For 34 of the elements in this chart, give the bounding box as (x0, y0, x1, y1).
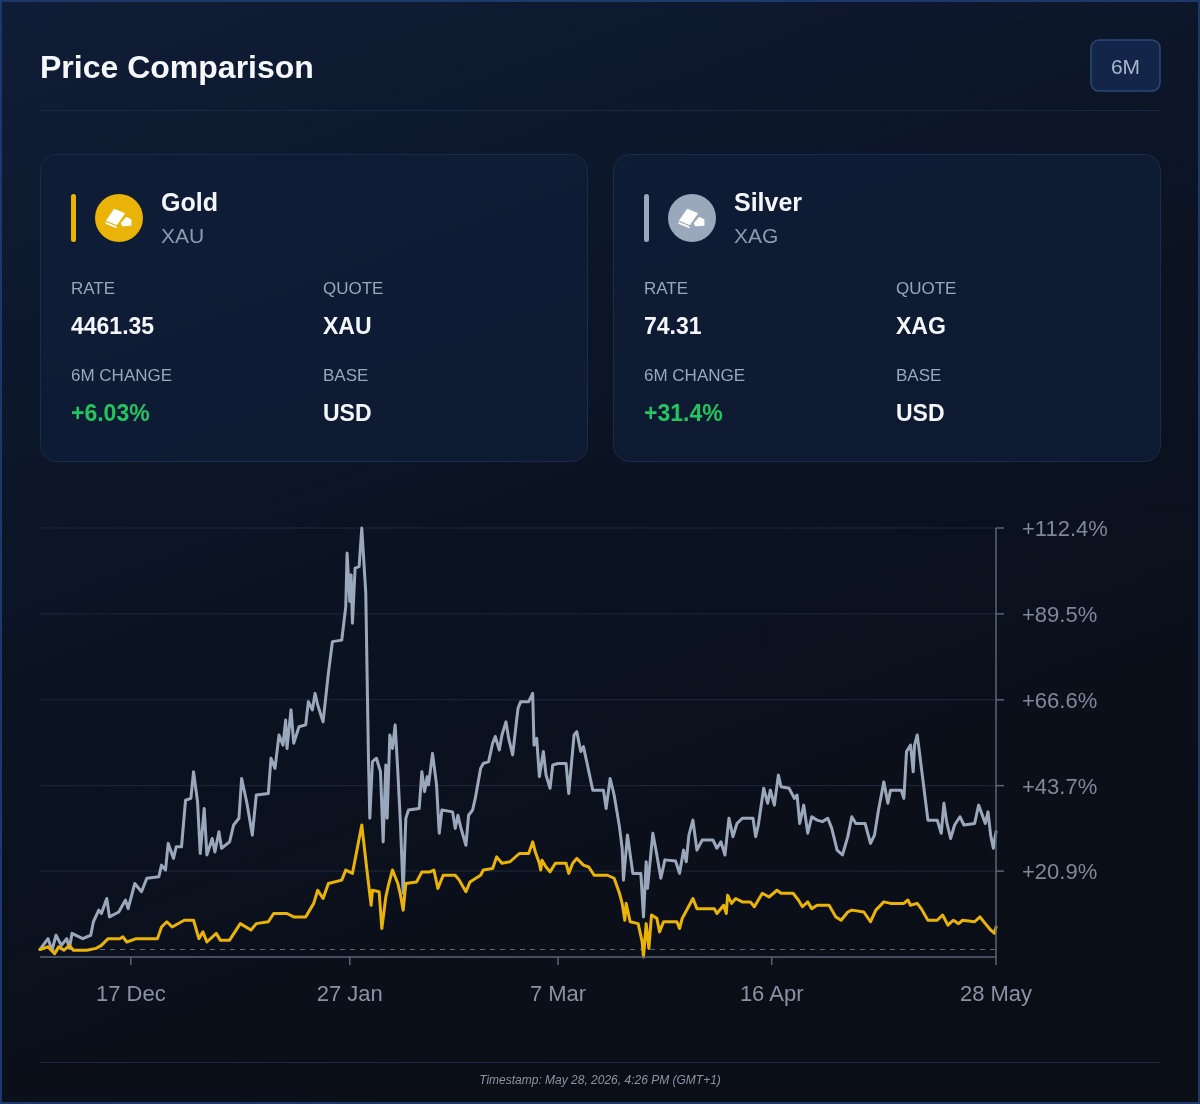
text: 6M CHANGE (71, 366, 173, 385)
y-tick-label: +20.9% (1022, 858, 1098, 884)
text: +31.4% (644, 400, 723, 426)
text: Timestamp: May 28, 2026, 4:26 PM (GMT+1) (479, 1073, 721, 1087)
text: RATE (644, 279, 689, 298)
legend-label: Silver (734, 188, 803, 216)
text: QUOTE (323, 279, 384, 298)
text: USD (896, 400, 945, 426)
x-tick-label: 16 Apr (739, 981, 804, 1006)
y-tick-label: +112.4% (1022, 515, 1108, 541)
x-tick-label: 27 Jan (316, 981, 383, 1006)
text: 4461.35 (71, 313, 155, 339)
text: XAG (896, 313, 946, 339)
text: USD (323, 400, 372, 426)
text: 6M CHANGE (644, 366, 746, 385)
y-tick-label: +89.5% (1022, 601, 1098, 627)
text: QUOTE (896, 279, 957, 298)
text: BASE (896, 366, 942, 385)
period-button: 6M (1090, 39, 1161, 92)
text: BASE (323, 366, 369, 385)
x-tick-label: 7 Mar (529, 981, 587, 1006)
text: RATE (71, 279, 116, 298)
legend-label: Gold (161, 188, 218, 216)
x-tick-label: 28 May (959, 981, 1033, 1006)
text: XAU (161, 224, 205, 247)
chart-title: Price Comparison (40, 49, 314, 85)
y-tick-label: +43.7% (1022, 773, 1098, 799)
text: +6.03% (71, 400, 150, 426)
text: XAU (323, 313, 372, 339)
text: 74.31 (644, 313, 702, 339)
text: XAG (734, 224, 779, 247)
y-tick-label: +66.6% (1022, 687, 1098, 713)
x-tick-label: 17 Dec (95, 981, 166, 1006)
line-series (38, 526, 998, 952)
